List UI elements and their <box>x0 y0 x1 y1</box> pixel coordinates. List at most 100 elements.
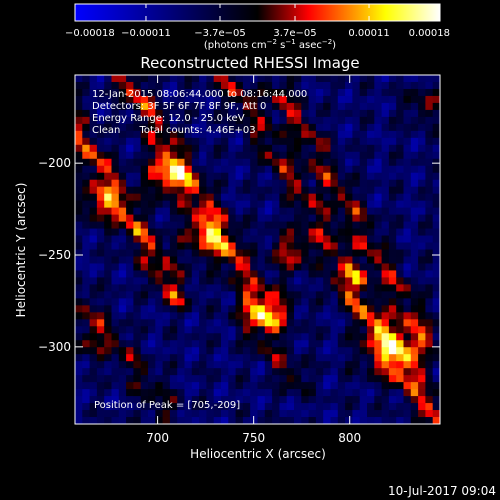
heatmap-cell <box>213 151 222 160</box>
heatmap-cell <box>323 361 331 369</box>
heatmap-cell <box>410 249 419 257</box>
heatmap-cell <box>250 221 258 229</box>
heatmap-image <box>75 75 441 425</box>
heatmap-cell <box>410 158 419 167</box>
heatmap-cell <box>155 172 163 181</box>
heatmap-cell <box>133 403 142 411</box>
heatmap-cell <box>199 340 207 348</box>
heatmap-cell <box>279 109 288 118</box>
heatmap-cell <box>308 130 317 139</box>
heatmap-cell <box>345 235 353 243</box>
heatmap-cell <box>75 305 83 313</box>
heatmap-cell <box>235 326 244 334</box>
heatmap-cell <box>323 151 331 160</box>
heatmap-cell <box>403 123 412 132</box>
heatmap-cell <box>425 235 434 243</box>
heatmap-cell <box>155 137 163 146</box>
heatmap-cell <box>221 186 229 195</box>
heatmap-cell <box>294 382 302 390</box>
heatmap-cell <box>184 305 193 313</box>
heatmap-cell <box>337 228 346 236</box>
heatmap-cell <box>199 326 207 334</box>
heatmap-cell <box>199 81 207 90</box>
heatmap-cell <box>308 417 317 425</box>
heatmap-cell <box>367 354 375 362</box>
heatmap-cell <box>403 130 412 139</box>
heatmap-cell <box>272 326 280 334</box>
heatmap-cell <box>403 151 412 160</box>
heatmap-cell <box>388 368 397 376</box>
heatmap-cell <box>133 396 142 404</box>
heatmap-cell <box>126 291 134 299</box>
heatmap-cell <box>104 354 112 362</box>
heatmap-cell <box>228 305 236 313</box>
heatmap-cell <box>286 389 295 397</box>
heatmap-cell <box>242 81 251 90</box>
heatmap-cell <box>272 368 280 376</box>
heatmap-cell <box>432 291 441 299</box>
heatmap-cell <box>388 298 397 306</box>
heatmap-cell <box>396 172 404 181</box>
heatmap-cell <box>96 242 105 250</box>
heatmap-cell <box>272 389 280 397</box>
heatmap-cell <box>418 305 426 313</box>
heatmap-cell <box>279 207 288 215</box>
heatmap-cell <box>104 200 112 209</box>
heatmap-cell <box>396 305 404 313</box>
heatmap-cell <box>242 333 251 341</box>
heatmap-cell <box>388 151 397 160</box>
heatmap-cell <box>345 200 353 209</box>
heatmap-cell <box>162 340 171 348</box>
heatmap-cell <box>403 305 412 313</box>
heatmap-cell <box>162 116 171 125</box>
heatmap-cell <box>388 354 397 362</box>
heatmap-cell <box>264 375 273 383</box>
heatmap-cell <box>104 403 112 411</box>
heatmap-cell <box>301 158 309 167</box>
heatmap-cell <box>381 88 390 97</box>
heatmap-cell <box>191 144 200 153</box>
heatmap-cell <box>330 382 339 390</box>
heatmap-cell <box>169 347 178 355</box>
heatmap-cell <box>75 144 83 153</box>
heatmap-cell <box>323 102 331 111</box>
heatmap-cell <box>133 130 142 139</box>
heatmap-cell <box>140 354 149 362</box>
heatmap-cell <box>96 88 105 97</box>
heatmap-cell <box>184 249 193 257</box>
heatmap-cell <box>286 200 295 209</box>
heatmap-cell <box>199 165 207 174</box>
heatmap-cell <box>294 249 302 257</box>
heatmap-cell <box>301 116 309 125</box>
heatmap-cell <box>337 137 346 146</box>
heatmap-cell <box>221 396 229 404</box>
heatmap-cell <box>418 249 426 257</box>
heatmap-cell <box>359 333 368 341</box>
heatmap-cell <box>133 207 142 215</box>
heatmap-cell <box>359 186 368 195</box>
heatmap-cell <box>191 193 200 202</box>
heatmap-cell <box>425 200 434 209</box>
heatmap-cell <box>272 179 280 188</box>
heatmap-cell <box>140 361 149 369</box>
heatmap-cell <box>330 368 339 376</box>
heatmap-cell <box>301 102 309 111</box>
heatmap-cell <box>432 95 441 104</box>
heatmap-cell <box>133 235 142 243</box>
heatmap-cell <box>155 228 163 236</box>
heatmap-cell <box>425 102 434 111</box>
heatmap-cell <box>374 410 382 418</box>
heatmap-cell <box>140 172 149 181</box>
heatmap-cell <box>82 249 90 257</box>
heatmap-cell <box>301 368 309 376</box>
heatmap-cell <box>345 137 353 146</box>
heatmap-cell <box>155 263 163 271</box>
heatmap-cell <box>250 249 258 257</box>
heatmap-cell <box>294 200 302 209</box>
heatmap-cell <box>111 382 120 390</box>
heatmap-cell <box>82 263 90 271</box>
heatmap-cell <box>206 207 215 215</box>
heatmap-cell <box>257 235 266 243</box>
heatmap-cell <box>403 298 412 306</box>
heatmap-cell <box>184 389 193 397</box>
